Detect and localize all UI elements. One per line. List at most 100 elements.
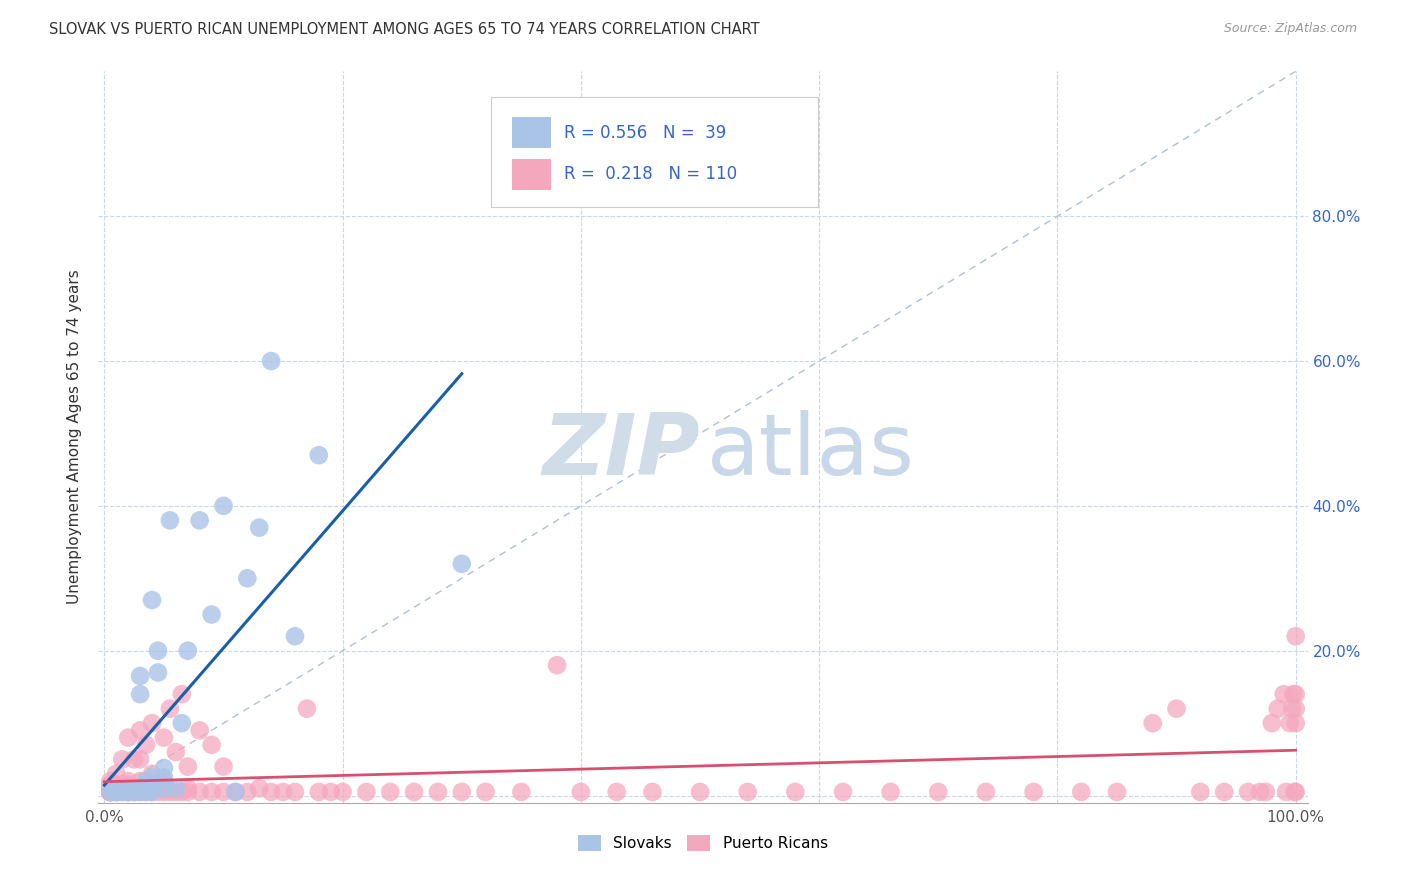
Point [212,499,235,513]
Point [271,785,294,799]
Point [122,781,145,796]
Point [1267,701,1289,715]
Point [974,785,997,799]
Point [153,774,176,789]
Point [236,785,259,799]
Point [117,781,139,796]
Point [832,785,855,799]
Point [117,785,139,799]
Point [98,778,121,792]
Point [332,785,354,799]
Point [105,785,128,799]
Point [1213,785,1236,799]
Point [546,658,568,673]
Point [117,731,139,745]
Point [146,785,169,799]
Point [1285,716,1308,731]
Point [1261,716,1284,731]
Point [170,785,193,799]
Point [98,785,121,799]
Point [247,520,270,534]
Point [105,785,128,799]
FancyBboxPatch shape [512,118,551,148]
Point [141,593,163,607]
Point [98,785,121,799]
Point [927,785,949,799]
Point [1285,687,1308,701]
Point [98,785,121,799]
Point [165,785,187,799]
Point [1278,716,1301,731]
Point [98,785,121,799]
Point [1254,785,1277,799]
Point [111,752,134,766]
Point [1282,687,1305,701]
Point [1281,701,1303,715]
Point [141,767,163,781]
Legend: Slovaks, Puerto Ricans: Slovaks, Puerto Ricans [572,830,834,857]
Point [200,785,222,799]
Point [404,785,426,799]
Point [510,785,533,799]
Point [450,785,472,799]
Point [159,513,181,527]
Point [105,785,128,799]
Point [1237,785,1260,799]
Point [153,785,176,799]
Text: ZIP: ZIP [541,410,699,493]
Point [129,781,152,796]
Point [98,785,121,799]
Point [1105,785,1128,799]
Point [105,778,128,792]
Point [135,738,157,752]
Point [129,687,152,701]
Point [98,781,121,796]
Point [606,785,628,799]
Point [165,745,187,759]
Point [1285,701,1308,715]
Point [474,785,496,799]
Point [153,781,176,796]
Point [426,785,449,799]
Point [111,785,134,799]
Point [200,607,222,622]
Point [1022,785,1045,799]
Point [129,785,152,799]
Point [1285,785,1308,799]
Point [117,785,139,799]
Point [141,785,163,799]
Point [117,785,139,799]
Text: atlas: atlas [707,410,915,493]
Point [129,752,152,766]
Point [141,785,163,799]
Point [284,785,307,799]
Point [212,785,235,799]
Point [135,774,157,789]
Point [284,629,307,643]
Point [105,781,128,796]
Point [165,781,187,796]
Point [260,785,283,799]
Point [1249,785,1271,799]
Point [236,571,259,585]
Point [141,771,163,785]
Point [129,723,152,738]
Point [356,785,378,799]
Point [153,761,176,775]
Point [146,665,169,680]
Point [153,781,176,796]
Point [98,785,121,799]
Point [177,759,200,773]
Point [308,448,330,462]
Point [260,354,283,368]
Point [122,752,145,766]
Point [111,778,134,792]
Point [98,774,121,789]
Point [188,513,211,527]
Point [1166,701,1188,715]
Point [129,774,152,789]
Point [122,785,145,799]
Point [170,716,193,731]
Point [177,644,200,658]
Point [170,687,193,701]
